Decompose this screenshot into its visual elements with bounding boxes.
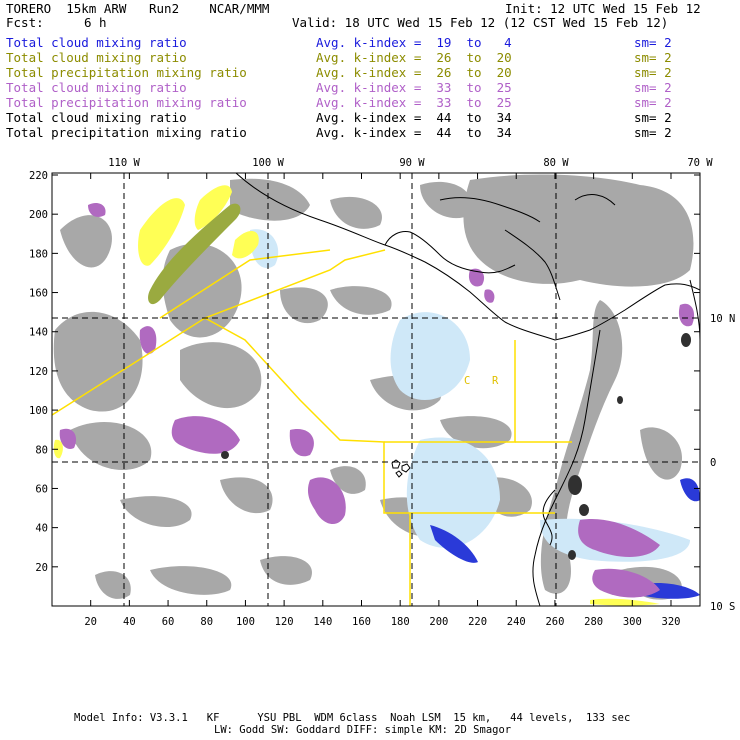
- legend-smoothing: sm= 2: [634, 125, 672, 140]
- x-tick-label: 300: [623, 616, 642, 628]
- x-tick-label: 280: [584, 616, 603, 628]
- header-fcst-value: 6 h: [84, 15, 107, 30]
- header-init: Init: 12 UTC Wed 15 Feb 12: [505, 1, 701, 16]
- legend-field-name: Total cloud mixing ratio: [6, 35, 187, 50]
- legend-field-name: Total precipitation mixing ratio: [6, 95, 247, 110]
- map-fields: [53, 174, 700, 606]
- region-label-r: R: [492, 375, 499, 387]
- legend-k-index: Avg. k-index = 44 to 34: [316, 110, 512, 125]
- x-tick-label: 100: [236, 616, 255, 628]
- y-tick-label: 220: [29, 170, 48, 182]
- olive-cloud-field: [148, 203, 241, 305]
- x-tick-label: 180: [391, 616, 410, 628]
- x-tick-label: 120: [275, 616, 294, 628]
- legend-k-index: Avg. k-index = 26 to 20: [316, 65, 512, 80]
- legend-field-name: Total cloud mixing ratio: [6, 50, 187, 65]
- x-tick-label: 60: [162, 616, 175, 628]
- x-tick-label: 20: [84, 616, 97, 628]
- yellow-precip-field: [53, 185, 660, 606]
- x-tick-label: 220: [468, 616, 487, 628]
- legend-smoothing: sm= 2: [634, 95, 672, 110]
- longitude-label: 80 W: [543, 157, 569, 169]
- y-tick-label: 140: [29, 327, 48, 339]
- axes: 220 200 180 160 140 120 100 80 60 40 20 20 40 60 80 100…: [29, 157, 735, 628]
- longitude-label: 100 W: [252, 157, 284, 169]
- legend-smoothing: sm= 2: [634, 110, 672, 125]
- longitude-label: 110 W: [108, 157, 140, 169]
- y-tick-label: 180: [29, 248, 48, 260]
- x-tick-label: 260: [545, 616, 564, 628]
- x-tick-label: 80: [200, 616, 213, 628]
- x-tick-label: 140: [313, 616, 332, 628]
- region-label-c: C: [464, 375, 470, 387]
- legend-k-index: Avg. k-index = 26 to 20: [316, 50, 512, 65]
- y-tick-label: 80: [35, 444, 48, 456]
- latitude-label: 10 S: [710, 601, 735, 613]
- y-tick-label: 20: [35, 562, 48, 574]
- x-tick-label: 200: [429, 616, 448, 628]
- legend-k-index: Avg. k-index = 19 to 4: [316, 35, 512, 50]
- legend-smoothing: sm= 2: [634, 50, 672, 65]
- galapagos-islands: [391, 459, 411, 478]
- y-tick-label: 40: [35, 523, 48, 535]
- y-tick-label: 60: [35, 483, 48, 495]
- dark-cloud-cores: [221, 333, 691, 560]
- y-tick-label: 120: [29, 366, 48, 378]
- legend-field-name: Total precipitation mixing ratio: [6, 65, 247, 80]
- footer-model-info: Model Info: V3.3.1 KF YSU PBL WDM 6class…: [74, 712, 631, 724]
- y-tick-label: 200: [29, 209, 48, 221]
- x-tick-label: 320: [662, 616, 681, 628]
- legend-smoothing: sm= 2: [634, 35, 672, 50]
- legend-field-name: Total precipitation mixing ratio: [6, 125, 247, 140]
- header-fcst-label: Fcst:: [6, 15, 44, 30]
- latitude-label: 10 N: [710, 313, 735, 325]
- header-title: TORERO 15km ARW Run2 NCAR/MMM: [6, 1, 270, 16]
- region-boundaries: [52, 249, 572, 606]
- legend-smoothing: sm= 2: [634, 65, 672, 80]
- legend-smoothing: sm= 2: [634, 80, 672, 95]
- legend-field-name: Total cloud mixing ratio: [6, 80, 187, 95]
- coastlines: [235, 173, 700, 606]
- longitude-label: 90 W: [399, 157, 425, 169]
- legend-field-name: Total cloud mixing ratio: [6, 110, 187, 125]
- longitude-label: 70 W: [687, 157, 713, 169]
- latitude-label: 0: [710, 457, 716, 469]
- purple-precip-field: [59, 203, 695, 598]
- footer-physics-info: LW: Godd SW: Goddard DIFF: simple KM: 2D…: [214, 724, 512, 736]
- x-tick-label: 160: [352, 616, 371, 628]
- header-valid: Valid: 18 UTC Wed 15 Feb 12 (12 CST Wed …: [292, 15, 669, 30]
- legend-k-index: Avg. k-index = 44 to 34: [316, 125, 512, 140]
- y-tick-label: 100: [29, 405, 48, 417]
- x-tick-label: 40: [123, 616, 136, 628]
- legend-k-index: Avg. k-index = 33 to 25: [316, 95, 512, 110]
- x-tick-label: 240: [507, 616, 526, 628]
- y-tick-label: 160: [29, 288, 48, 300]
- legend-k-index: Avg. k-index = 33 to 25: [316, 80, 512, 95]
- lat-lon-grid: [52, 173, 700, 606]
- plot-frame: [51, 172, 701, 607]
